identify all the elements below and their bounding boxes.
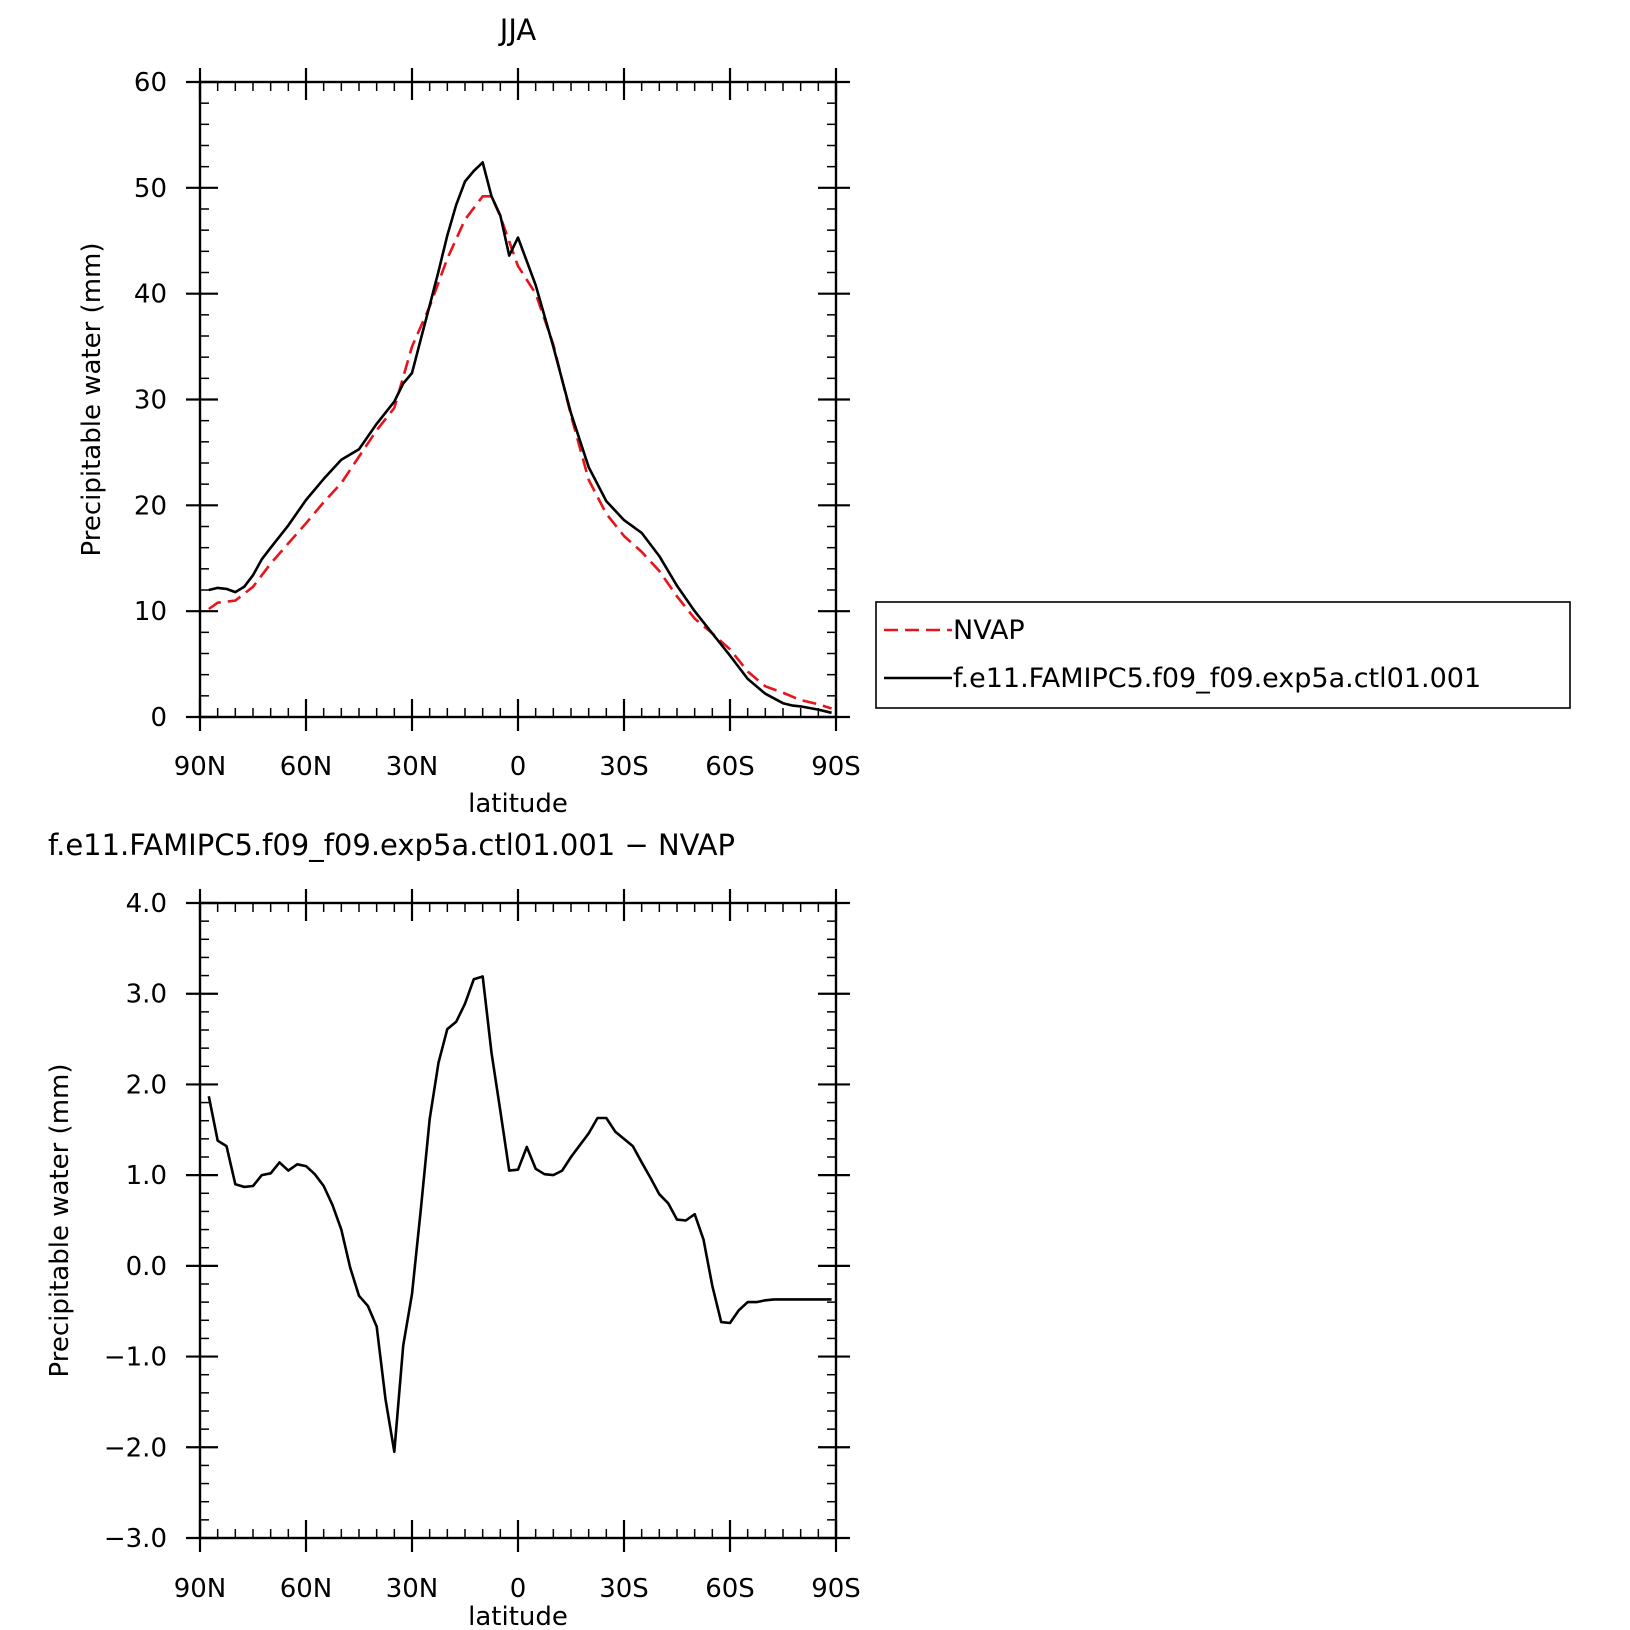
y-tick-label: 20 xyxy=(134,491,167,521)
y-tick-label: 0.0 xyxy=(126,1252,167,1282)
chart-2: f.e11.FAMIPC5.f09_f09.exp5a.ctl01.001 − … xyxy=(45,828,861,1630)
x-tick-label: 0 xyxy=(510,1574,527,1604)
x-tick-label: 90N xyxy=(174,1574,227,1604)
plot-frame xyxy=(198,80,838,719)
y-tick-label: −1.0 xyxy=(104,1343,167,1373)
y-tick-label: 1.0 xyxy=(126,1161,167,1191)
series-line-1 xyxy=(207,975,832,1454)
chart-title: f.e11.FAMIPC5.f09_f09.exp5a.ctl01.001 − … xyxy=(48,828,735,862)
series-line-2 xyxy=(208,161,832,715)
y-tick-label: 10 xyxy=(134,597,167,627)
x-tick-label: 30N xyxy=(386,1574,439,1604)
y-tick-label: 60 xyxy=(134,68,167,98)
y-tick-label: 4.0 xyxy=(126,889,167,919)
y-tick-label: 50 xyxy=(134,174,167,204)
y-tick-label: −2.0 xyxy=(104,1433,167,1463)
x-tick-label: 90S xyxy=(811,1574,861,1604)
legend-box xyxy=(875,601,1571,709)
y-tick-label: 0 xyxy=(150,703,167,733)
legend-label-2: f.e11.FAMIPC5.f09_f09.exp5a.ctl01.001 xyxy=(953,663,1481,694)
chart-1: JJA 90N 60N 30N 0 30S 60S 90S 0 10 20 30 40 50 60 latit… xyxy=(77,13,1571,819)
y-tick-label: 40 xyxy=(134,280,167,310)
y-tick-label: 3.0 xyxy=(126,980,167,1010)
x-tick-label: 60N xyxy=(280,752,333,782)
x-tick-label: 30N xyxy=(386,752,439,782)
x-tick-label: 90S xyxy=(811,752,861,782)
y-tick-label: −3.0 xyxy=(104,1524,167,1554)
x-tick-label: 0 xyxy=(510,752,527,782)
x-tick-label: 60S xyxy=(705,752,755,782)
series-line-1 xyxy=(208,195,832,710)
plot-frame xyxy=(198,901,838,1540)
y-tick-label: 2.0 xyxy=(126,1070,167,1100)
y-axis-label: Precipitable water (mm) xyxy=(77,243,107,557)
y-axis-label: Precipitable water (mm) xyxy=(45,1064,75,1378)
legend-label-1: NVAP xyxy=(953,615,1025,646)
x-tick-label: 30S xyxy=(599,1574,649,1604)
x-tick-label: 90N xyxy=(174,752,227,782)
x-tick-label: 30S xyxy=(599,752,649,782)
x-axis-label: latitude xyxy=(468,1602,568,1630)
x-tick-label: 60N xyxy=(280,1574,333,1604)
y-tick-label: 30 xyxy=(134,386,167,416)
chart-title: JJA xyxy=(498,13,537,47)
legend: NVAP f.e11.FAMIPC5.f09_f09.exp5a.ctl01.00… xyxy=(875,601,1571,709)
x-tick-label: 60S xyxy=(705,1574,755,1604)
x-axis-label: latitude xyxy=(468,789,568,819)
